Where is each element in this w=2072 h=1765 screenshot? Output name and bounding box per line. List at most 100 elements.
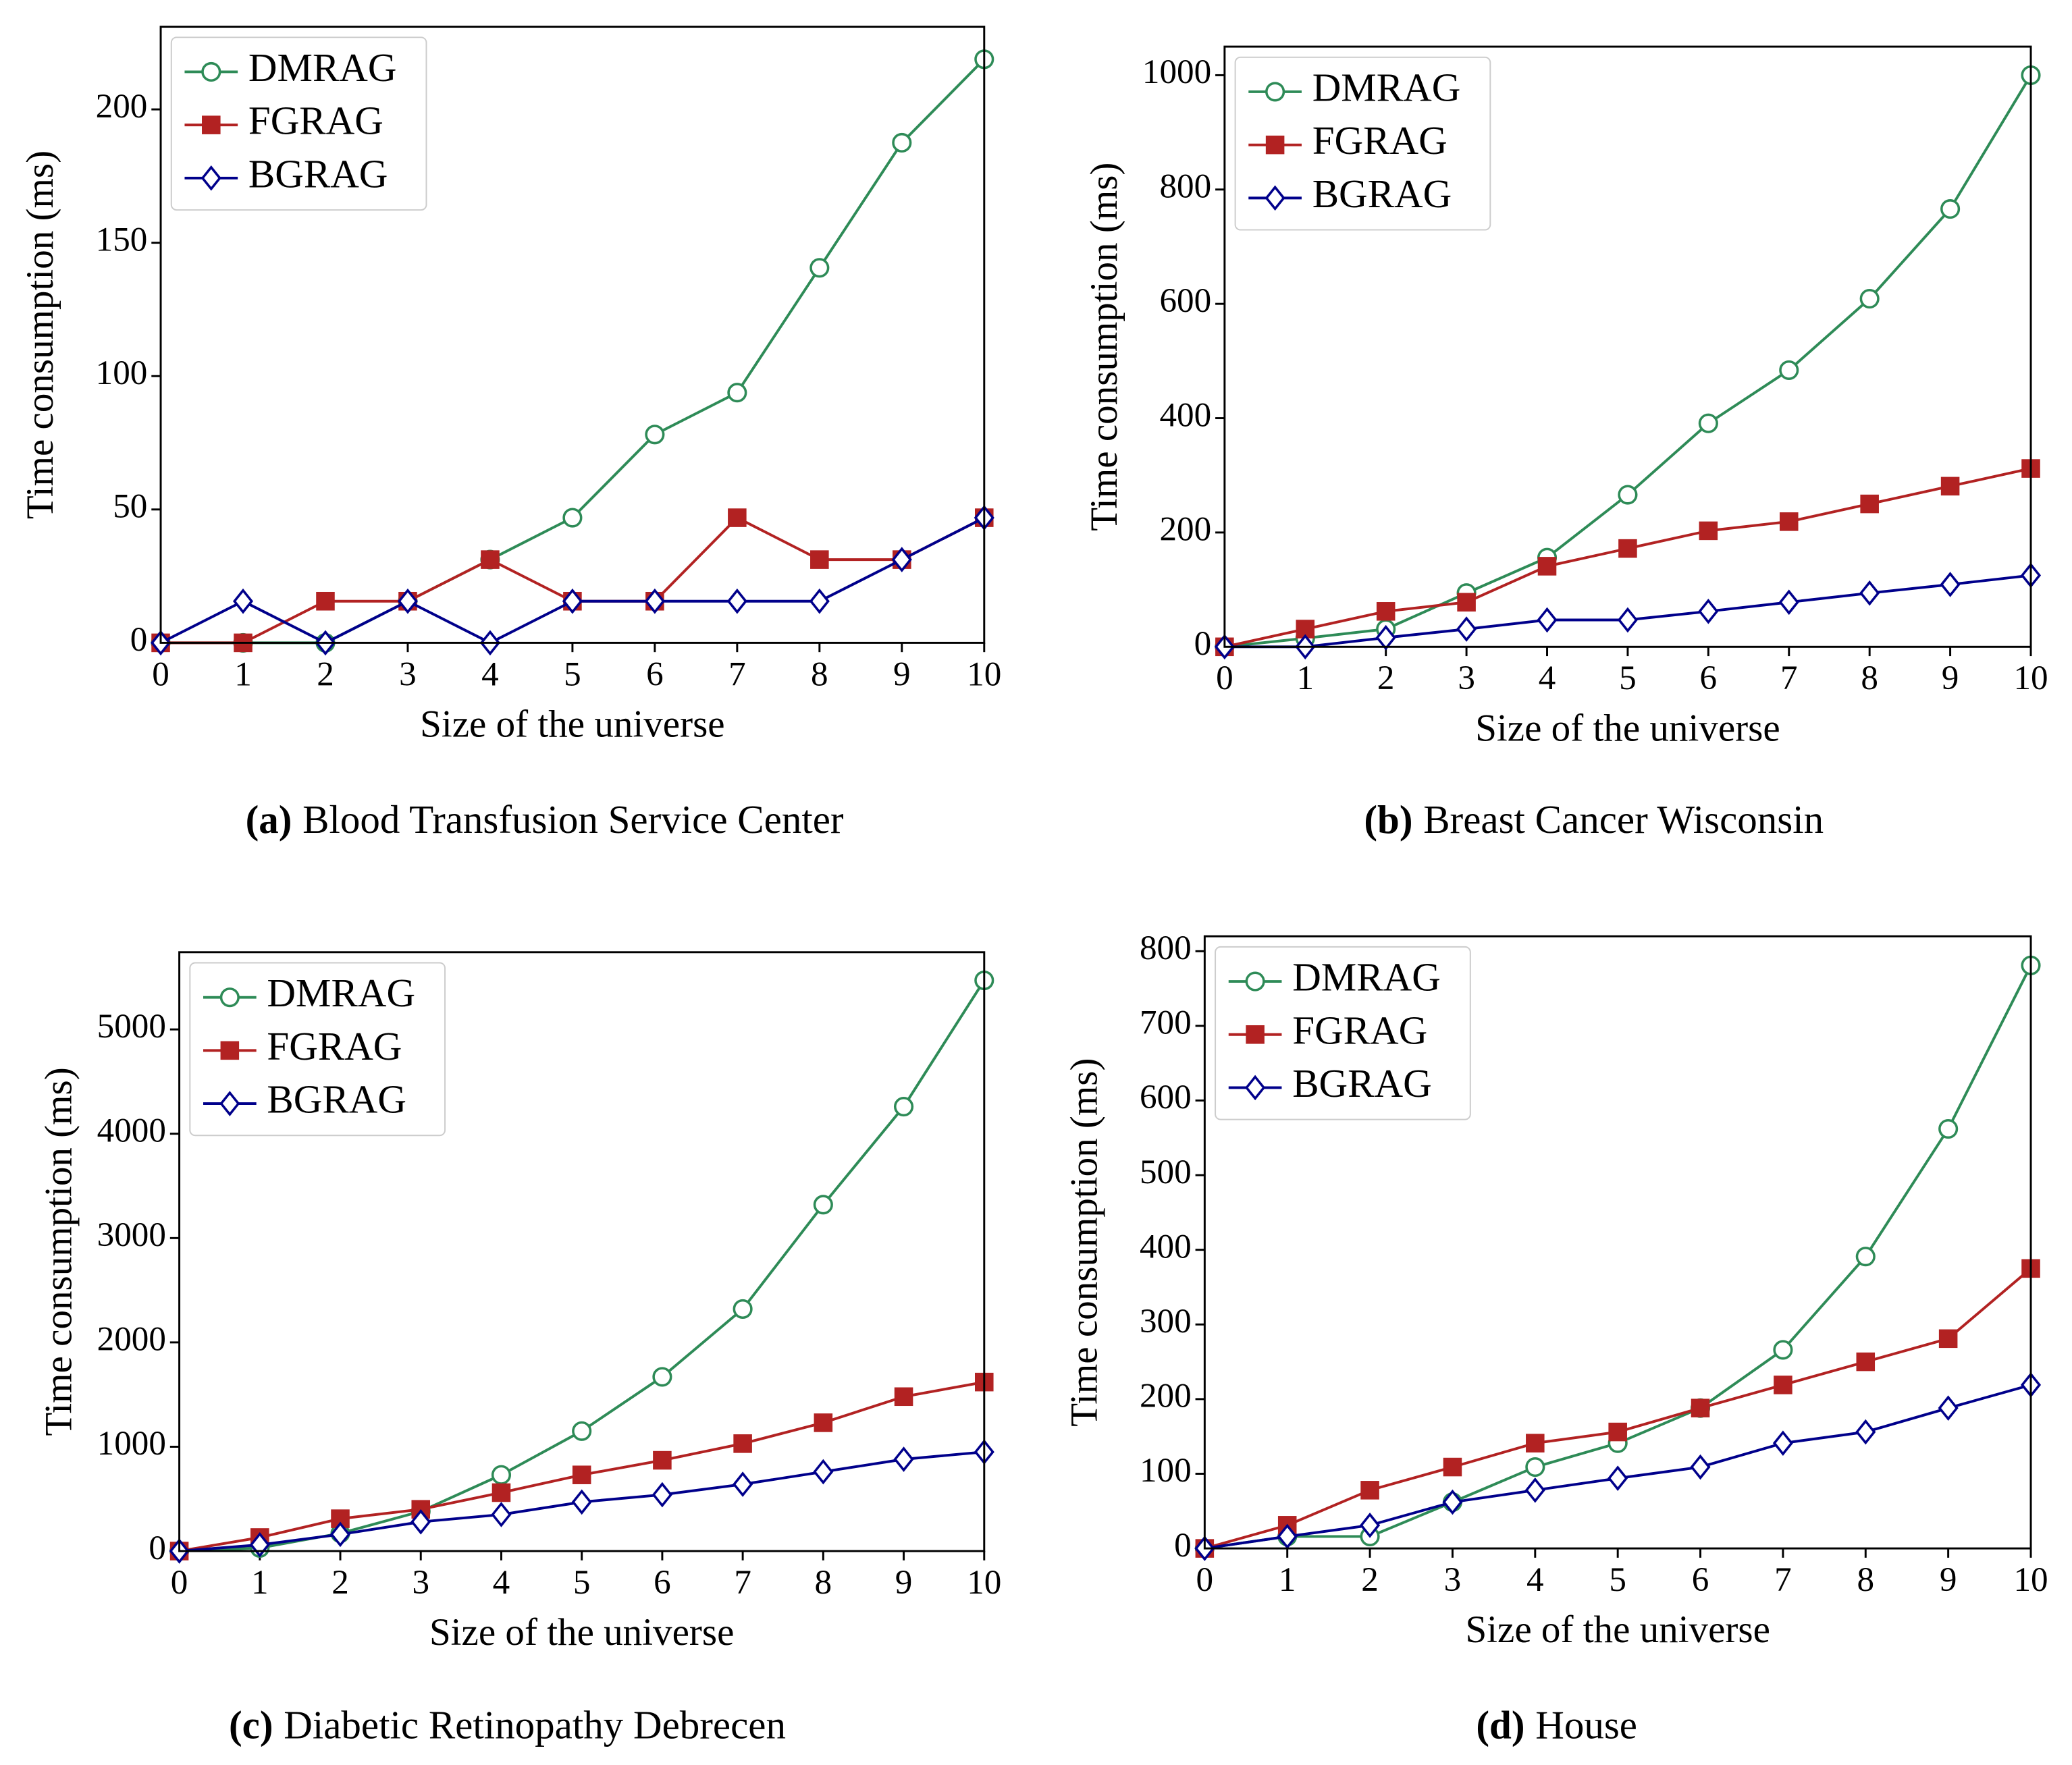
marker: [1537, 557, 1557, 576]
marker: [1443, 1457, 1462, 1477]
caption: (c) Diabetic Retinopathy Debrecen: [229, 1702, 786, 1747]
x-tick-label: 9: [1942, 659, 1959, 697]
marker: [220, 1041, 240, 1060]
x-tick-label: 0: [171, 1563, 188, 1602]
marker: [813, 1195, 833, 1215]
marker: [232, 588, 254, 614]
marker: [1457, 593, 1476, 612]
marker: [1617, 607, 1638, 633]
plot-frame: [1203, 935, 2032, 1550]
y-tick-label: 200: [1159, 510, 1211, 549]
marker: [1859, 580, 1880, 606]
marker: [572, 1421, 592, 1441]
y-tick-label: 0: [1194, 624, 1212, 663]
marker: [1618, 539, 1637, 558]
marker: [316, 591, 335, 611]
y-tick-label: 400: [1159, 396, 1211, 434]
x-tick-label: 4: [1539, 659, 1556, 697]
caption-label: (a): [246, 797, 292, 842]
legend-label: BGRAG: [267, 1077, 406, 1122]
legend-label: DMRAG: [1292, 955, 1441, 1000]
chart: 0 200 400 600 800 1000 0 1 2 3 4 5 6 7 8 9 10 DMRAG FGRAG B…: [1083, 45, 2048, 842]
legend-label: BGRAG: [248, 151, 388, 196]
y-axis-label: Time consumption (ms): [1063, 1058, 1105, 1427]
x-tick-label: 9: [895, 1563, 913, 1602]
marker: [1537, 607, 1558, 633]
marker: [397, 588, 419, 614]
marker: [1265, 135, 1285, 155]
marker: [491, 1465, 512, 1485]
x-tick-label: 1: [251, 1563, 269, 1602]
marker: [1698, 413, 1718, 433]
caption-title: Diabetic Retinopathy Debrecen: [284, 1702, 786, 1747]
x-tick-label: 8: [811, 655, 828, 693]
marker: [652, 1367, 672, 1387]
x-tick-label: 1: [1279, 1560, 1296, 1599]
marker: [810, 550, 829, 569]
marker: [892, 132, 912, 153]
marker: [219, 987, 240, 1008]
marker: [1773, 1340, 1793, 1360]
legend-label: DMRAG: [248, 45, 397, 90]
x-tick-label: 3: [1458, 659, 1475, 697]
marker: [1940, 477, 1960, 496]
y-tick-label: 100: [96, 354, 148, 392]
caption-title: House: [1535, 1702, 1637, 1747]
x-tick-label: 5: [573, 1563, 591, 1602]
x-tick-label: 2: [317, 655, 334, 693]
marker: [1375, 624, 1396, 651]
y-tick-label: 300: [1140, 1302, 1192, 1340]
marker: [653, 1450, 672, 1470]
marker: [733, 1299, 753, 1319]
x-tick-label: 3: [1444, 1560, 1462, 1599]
x-axis-label: Size of the universe: [420, 703, 724, 745]
x-tick-label: 5: [564, 655, 581, 693]
marker: [562, 508, 583, 528]
marker: [1856, 1352, 1876, 1372]
marker: [1360, 1481, 1379, 1500]
x-tick-label: 6: [1700, 659, 1718, 697]
legend-box: [189, 962, 446, 1137]
legend-label: FGRAG: [267, 1024, 402, 1068]
y-tick-label: 800: [1140, 929, 1192, 967]
x-tick-label: 8: [815, 1563, 832, 1602]
x-tick-label: 4: [493, 1563, 510, 1602]
marker: [814, 1413, 833, 1432]
marker: [1860, 494, 1879, 514]
marker: [1779, 360, 1799, 380]
y-axis-label: Time consumption (ms): [19, 151, 61, 519]
x-tick-label: 6: [1692, 1560, 1709, 1599]
marker: [1456, 616, 1477, 642]
x-tick-label: 10: [2013, 1560, 2048, 1599]
x-axis-label: Size of the universe: [1465, 1608, 1770, 1651]
marker: [1245, 1075, 1266, 1101]
marker: [645, 425, 665, 445]
marker: [1938, 1395, 1959, 1421]
y-tick-label: 0: [130, 620, 148, 659]
marker: [1245, 971, 1265, 992]
x-tick-label: 2: [1361, 1560, 1379, 1599]
marker: [1277, 1523, 1298, 1550]
marker: [562, 588, 583, 614]
marker: [1691, 1399, 1710, 1417]
plot-frame: [1223, 45, 2032, 648]
marker: [809, 588, 830, 614]
x-tick-label: 0: [1216, 659, 1233, 697]
legend-box: [1215, 946, 1471, 1120]
y-tick-label: 0: [1174, 1526, 1192, 1565]
x-axis-label: Size of the universe: [429, 1611, 734, 1654]
x-tick-label: 10: [2013, 659, 2048, 697]
legend-label: DMRAG: [267, 971, 415, 1015]
caption-title: Blood Transfusion Service Center: [302, 797, 844, 842]
x-tick-label: 0: [1196, 1560, 1214, 1599]
x-tick-label: 9: [893, 655, 911, 693]
x-tick-label: 5: [1619, 659, 1637, 697]
y-tick-label: 150: [96, 220, 148, 259]
y-tick-label: 2000: [97, 1320, 166, 1359]
marker: [1938, 1329, 1958, 1349]
marker: [1246, 1025, 1265, 1044]
caption-title: Breast Cancer Wisconsin: [1423, 797, 1824, 842]
chart: 0 50 100 150 200 0 1 2 3 4 5 6 7 8 9 10 DMRAG FGRAG BGRAG S…: [19, 26, 1001, 842]
marker: [1859, 288, 1880, 309]
x-tick-label: 7: [728, 655, 746, 693]
